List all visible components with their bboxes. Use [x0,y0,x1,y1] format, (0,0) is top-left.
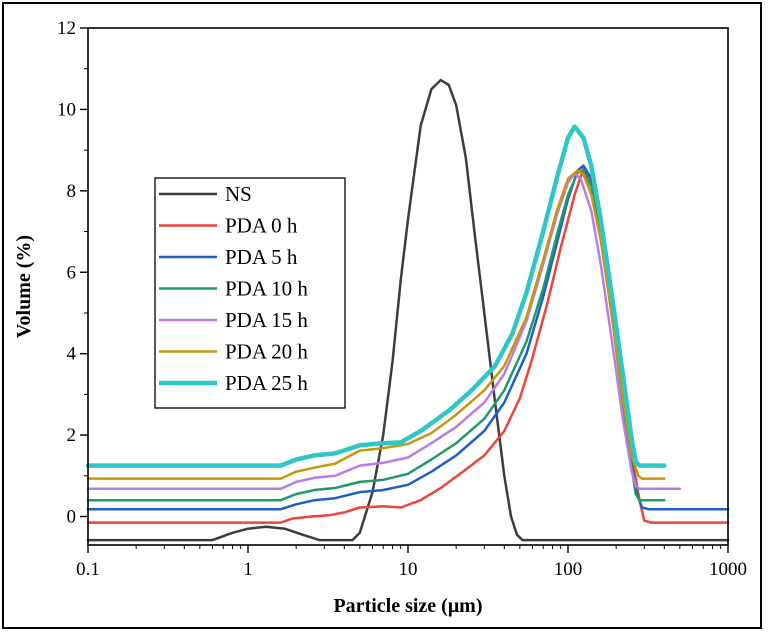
x-tick-label: 1000 [709,559,747,580]
axes-layer: 0.1 1 10 100 1000 0 2 4 6 8 10 12 [57,18,747,580]
y-tick-label: 6 [67,262,77,283]
legend-box [154,177,346,409]
y-tick-label: 12 [57,18,76,39]
legend: NS PDA 0 h PDA 5 h PDA 10 h PDA 15 h PDA 20 h… [154,177,346,409]
series-line-5 [86,169,666,480]
legend-label: PDA 20 h [225,340,308,364]
x-axis-title: Particle size (μm) [333,595,482,617]
figure-frame [2,2,762,629]
legend-label: NS [225,182,252,206]
series-layer [85,78,730,542]
x-tick-label: 10 [399,559,418,580]
legend-label: PDA 25 h [225,371,308,395]
legend-label: PDA 0 h [225,214,298,238]
x-tick-label: 0.1 [76,559,100,580]
legend-label: PDA 5 h [225,245,298,269]
y-tick-label: 8 [67,181,77,202]
y-tick-label: 4 [67,344,77,365]
legend-label: PDA 15 h [225,308,308,332]
y-tick-label: 0 [67,507,77,528]
legend-label: PDA 10 h [225,277,308,301]
y-axis-title: Volume (%) [13,235,35,338]
y-tick-label: 10 [57,99,76,120]
x-tick-label: 1 [243,559,253,580]
series-line-6 [85,124,667,468]
x-tick-label: 100 [554,559,583,580]
y-tick-label: 2 [67,425,77,446]
